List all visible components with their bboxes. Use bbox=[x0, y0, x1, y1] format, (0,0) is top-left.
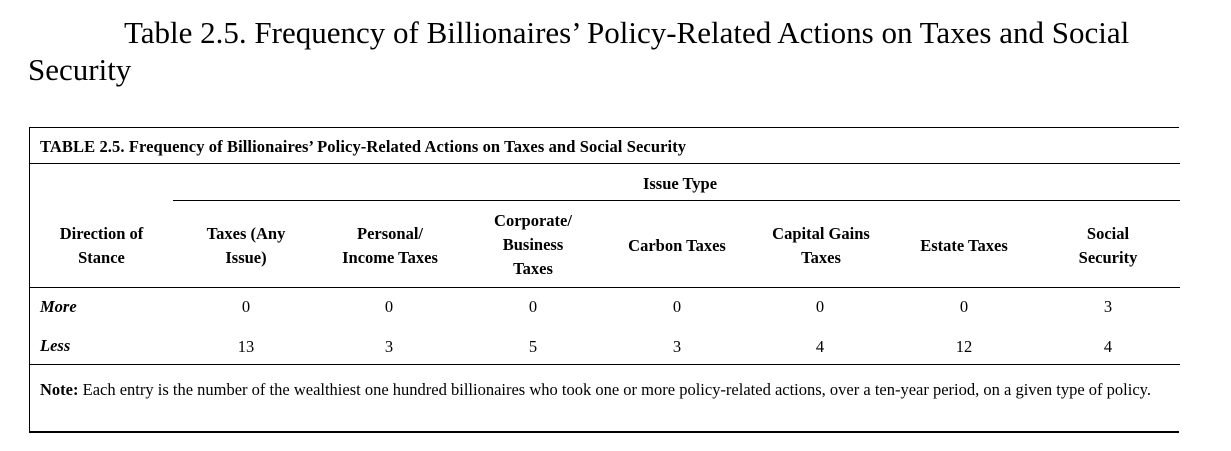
column-header-line: Capital Gains bbox=[772, 224, 870, 243]
table-cell: 0 bbox=[672, 297, 682, 316]
body-bottom-rule bbox=[30, 364, 1180, 365]
column-header-line: Taxes bbox=[513, 259, 553, 278]
column-header-line: Business bbox=[502, 235, 564, 254]
table-container: TABLE 2.5. Frequency of Billionaires’ Po… bbox=[29, 127, 1180, 433]
column-header-taxes-any: Taxes (Any Issue) bbox=[171, 222, 321, 270]
column-header-line: Personal/ bbox=[357, 224, 423, 243]
table-cell: 13 bbox=[237, 337, 255, 356]
row-header-line: Direction of bbox=[59, 224, 144, 243]
table-cell: 12 bbox=[955, 337, 973, 356]
direction-of-stance-header: Direction of Stance bbox=[30, 222, 173, 270]
column-header-line: Social bbox=[1086, 224, 1130, 243]
column-header-estate-taxes: Estate Taxes bbox=[889, 234, 1039, 258]
table-cell: 5 bbox=[528, 337, 538, 356]
column-header-line: Estate Taxes bbox=[920, 236, 1008, 255]
column-header-line: Taxes (Any bbox=[206, 224, 286, 243]
row-label-less: Less bbox=[40, 336, 71, 355]
table-cell: 0 bbox=[384, 297, 394, 316]
column-header-line: Corporate/ bbox=[494, 211, 572, 230]
table-cell: 0 bbox=[815, 297, 825, 316]
column-header-social-security: Social Security bbox=[1033, 222, 1183, 270]
column-header-carbon-taxes: Carbon Taxes bbox=[602, 234, 752, 258]
document-title: Table 2.5. Frequency of Billionaires’ Po… bbox=[28, 15, 1130, 87]
issue-type-header: Issue Type bbox=[642, 174, 718, 193]
column-header-corporate-business: Corporate/ Business Taxes bbox=[458, 209, 608, 281]
column-header-line: Carbon Taxes bbox=[628, 236, 726, 255]
row-header-line: Stance bbox=[78, 248, 125, 267]
column-header-line: Security bbox=[1078, 248, 1138, 267]
table-cell: 3 bbox=[672, 337, 682, 356]
caption-rule bbox=[30, 163, 1180, 164]
note-label: Note: bbox=[40, 380, 79, 399]
table-note: Note: Each entry is the number of the we… bbox=[40, 378, 1160, 402]
table-cell: 0 bbox=[241, 297, 251, 316]
column-header-line: Issue) bbox=[225, 248, 267, 267]
table-caption: TABLE 2.5. Frequency of Billionaires’ Po… bbox=[40, 137, 687, 156]
table-cell: 3 bbox=[1103, 297, 1113, 316]
row-label-more: More bbox=[40, 297, 77, 316]
table-cell: 3 bbox=[384, 337, 394, 356]
column-header-line: Income Taxes bbox=[342, 248, 438, 267]
column-header-rule bbox=[30, 287, 1180, 288]
column-header-line: Taxes bbox=[801, 248, 841, 267]
column-header-capital-gains: Capital Gains Taxes bbox=[746, 222, 896, 270]
note-text: Each entry is the number of the wealthie… bbox=[78, 380, 1151, 399]
table-cell: 4 bbox=[815, 337, 825, 356]
group-header-rule bbox=[173, 200, 1180, 201]
table-cell: 4 bbox=[1103, 337, 1113, 356]
column-header-personal-income: Personal/ Income Taxes bbox=[315, 222, 465, 270]
table-cell: 0 bbox=[528, 297, 538, 316]
table-cell: 0 bbox=[959, 297, 969, 316]
